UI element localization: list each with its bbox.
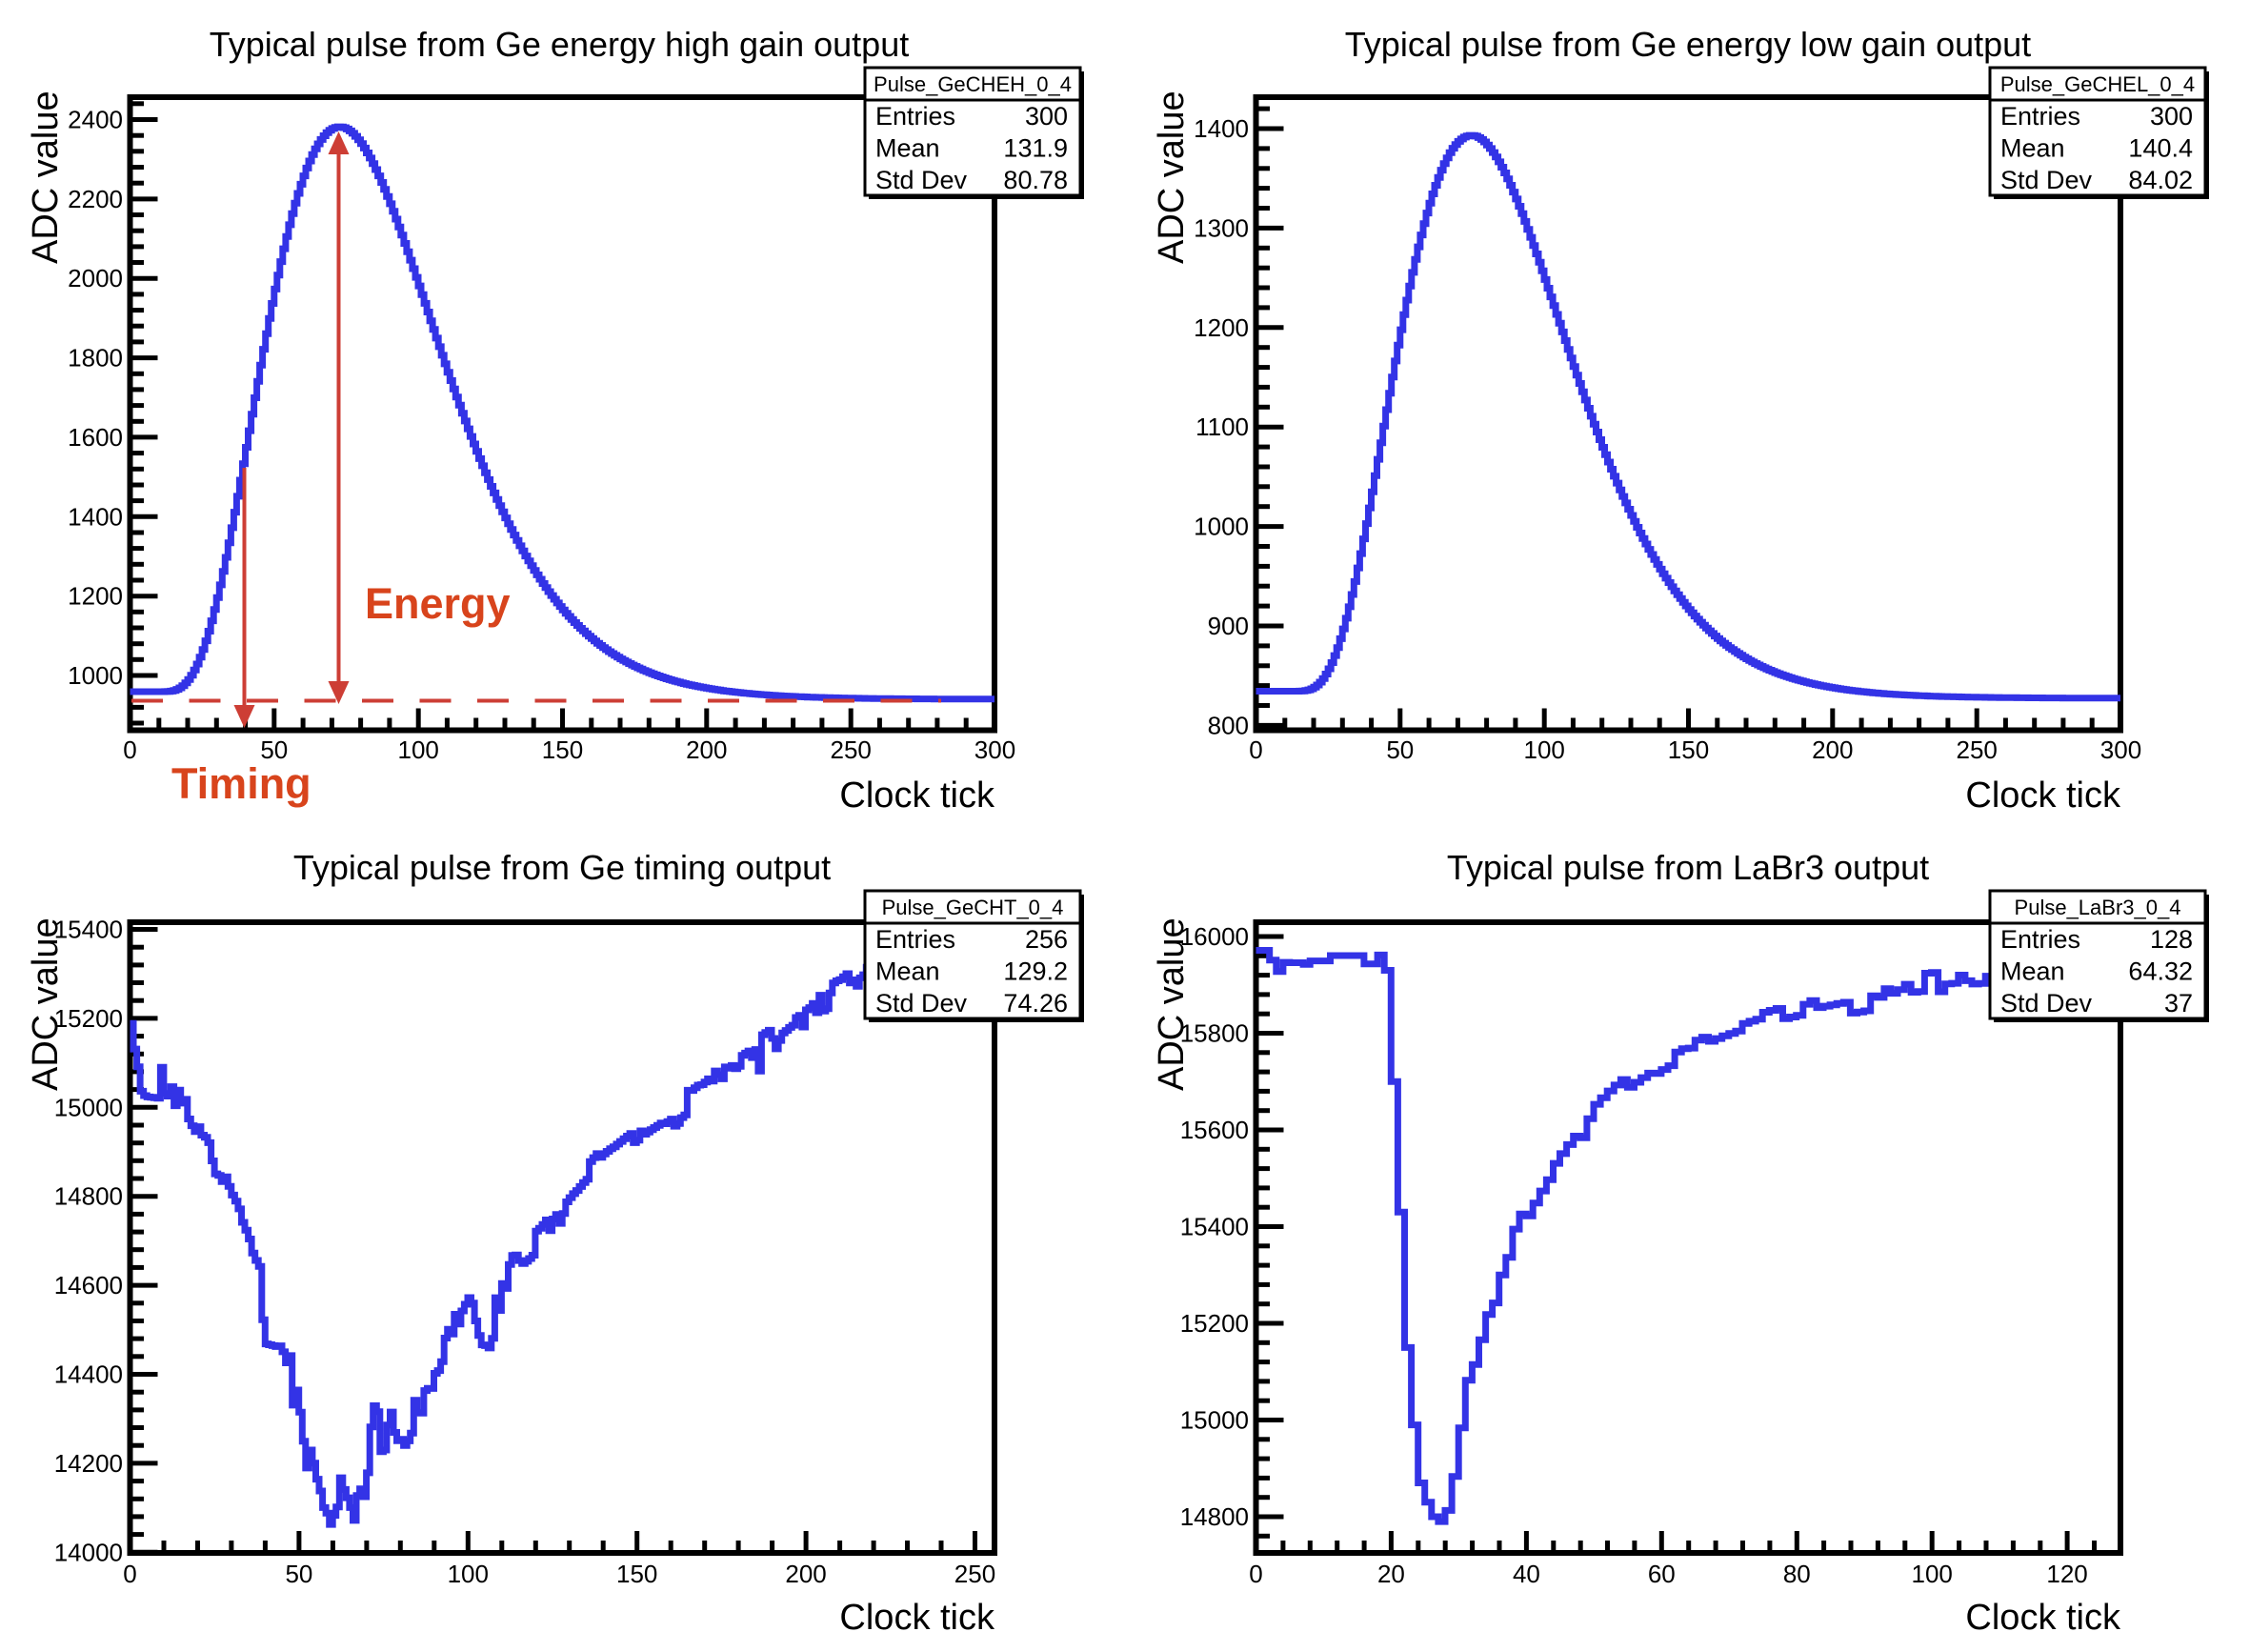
svg-text:300: 300	[974, 735, 1015, 764]
svg-text:0: 0	[1249, 1560, 1262, 1588]
svg-text:14200: 14200	[54, 1449, 123, 1478]
svg-text:131.9: 131.9	[1003, 134, 1068, 163]
svg-text:140.4: 140.4	[2128, 134, 2193, 163]
svg-text:15200: 15200	[54, 1004, 123, 1033]
svg-text:15800: 15800	[1180, 1019, 1249, 1048]
svg-text:Typical pulse from Ge timing o: Typical pulse from Ge timing output	[293, 848, 831, 887]
svg-text:60: 60	[1648, 1560, 1676, 1588]
svg-text:Entries: Entries	[875, 102, 955, 131]
svg-text:15200: 15200	[1180, 1309, 1249, 1338]
svg-text:ADC value: ADC value	[26, 91, 66, 264]
svg-text:Energy: Energy	[365, 579, 511, 628]
svg-text:128: 128	[2150, 925, 2193, 954]
svg-text:1200: 1200	[68, 582, 123, 611]
svg-text:2000: 2000	[68, 264, 123, 292]
svg-text:15000: 15000	[1180, 1406, 1249, 1435]
svg-text:15000: 15000	[54, 1093, 123, 1121]
svg-text:14000: 14000	[54, 1538, 123, 1566]
svg-text:Pulse_GeCHEH_0_4: Pulse_GeCHEH_0_4	[874, 72, 1072, 96]
svg-text:0: 0	[123, 1560, 136, 1588]
svg-text:100: 100	[1912, 1560, 1953, 1588]
svg-text:80: 80	[1783, 1560, 1811, 1588]
svg-text:Clock tick: Clock tick	[839, 1598, 995, 1638]
svg-text:300: 300	[2100, 735, 2141, 764]
svg-text:Timing: Timing	[171, 759, 311, 808]
svg-text:14800: 14800	[1180, 1502, 1249, 1531]
svg-text:0: 0	[1249, 735, 1262, 764]
svg-text:Std Dev: Std Dev	[875, 166, 968, 194]
svg-text:15400: 15400	[54, 916, 123, 944]
svg-text:Std Dev: Std Dev	[875, 989, 968, 1017]
svg-text:74.26: 74.26	[1003, 989, 1068, 1017]
svg-text:1200: 1200	[1194, 313, 1249, 342]
svg-text:2200: 2200	[68, 185, 123, 213]
svg-text:129.2: 129.2	[1003, 957, 1068, 986]
svg-text:84.02: 84.02	[2128, 166, 2193, 194]
svg-text:Clock tick: Clock tick	[1965, 776, 2121, 816]
svg-text:300: 300	[2150, 102, 2193, 131]
svg-text:ADC value: ADC value	[26, 917, 66, 1091]
svg-text:Pulse_LaBr3_0_4: Pulse_LaBr3_0_4	[2015, 896, 2181, 919]
svg-text:Clock tick: Clock tick	[839, 776, 995, 816]
svg-text:Mean: Mean	[2000, 134, 2065, 163]
svg-text:ADC value: ADC value	[1152, 91, 1192, 264]
svg-text:1400: 1400	[68, 502, 123, 531]
svg-text:1300: 1300	[1194, 213, 1249, 242]
svg-text:15400: 15400	[1180, 1213, 1249, 1241]
svg-text:100: 100	[448, 1560, 489, 1588]
svg-text:200: 200	[785, 1560, 826, 1588]
svg-text:1400: 1400	[1194, 114, 1249, 143]
svg-text:80.78: 80.78	[1003, 166, 1068, 194]
svg-text:200: 200	[1812, 735, 1853, 764]
svg-text:2400: 2400	[68, 106, 123, 134]
svg-text:1800: 1800	[68, 344, 123, 373]
svg-text:Entries: Entries	[2000, 102, 2080, 131]
svg-text:250: 250	[954, 1560, 995, 1588]
svg-text:1600: 1600	[68, 423, 123, 452]
svg-text:Entries: Entries	[875, 925, 955, 954]
svg-text:Pulse_GeCHT_0_4: Pulse_GeCHT_0_4	[882, 896, 1064, 919]
svg-text:Entries: Entries	[2000, 925, 2080, 954]
svg-text:Std Dev: Std Dev	[2000, 166, 2093, 194]
svg-text:150: 150	[542, 735, 583, 764]
svg-text:16000: 16000	[1180, 922, 1249, 951]
svg-text:900: 900	[1208, 612, 1249, 640]
svg-text:1000: 1000	[1194, 513, 1249, 541]
svg-text:250: 250	[1957, 735, 1998, 764]
svg-text:14600: 14600	[54, 1271, 123, 1299]
svg-text:40: 40	[1513, 1560, 1540, 1588]
svg-text:ADC value: ADC value	[1152, 917, 1192, 1091]
svg-text:Mean: Mean	[2000, 957, 2065, 986]
svg-text:100: 100	[1524, 735, 1565, 764]
svg-text:150: 150	[1668, 735, 1709, 764]
svg-text:14400: 14400	[54, 1360, 123, 1389]
svg-text:256: 256	[1025, 925, 1068, 954]
svg-text:1000: 1000	[68, 661, 123, 690]
svg-text:14800: 14800	[54, 1182, 123, 1211]
svg-text:50: 50	[285, 1560, 312, 1588]
svg-text:37: 37	[2164, 989, 2193, 1017]
svg-text:800: 800	[1208, 711, 1249, 739]
svg-text:50: 50	[260, 735, 288, 764]
svg-text:Pulse_GeCHEL_0_4: Pulse_GeCHEL_0_4	[2000, 72, 2195, 96]
svg-text:Typical pulse from LaBr3 outpu: Typical pulse from LaBr3 output	[1447, 848, 1929, 887]
svg-text:20: 20	[1377, 1560, 1405, 1588]
svg-text:Mean: Mean	[875, 957, 940, 986]
svg-text:Clock tick: Clock tick	[1965, 1598, 2121, 1638]
svg-text:120: 120	[2046, 1560, 2087, 1588]
svg-text:300: 300	[1025, 102, 1068, 131]
svg-text:50: 50	[1386, 735, 1414, 764]
svg-text:Mean: Mean	[875, 134, 940, 163]
svg-text:0: 0	[123, 735, 136, 764]
svg-text:200: 200	[686, 735, 727, 764]
svg-text:Std Dev: Std Dev	[2000, 989, 2093, 1017]
svg-text:150: 150	[616, 1560, 657, 1588]
svg-text:250: 250	[831, 735, 872, 764]
svg-text:Typical pulse from Ge energy h: Typical pulse from Ge energy high gain o…	[210, 25, 909, 64]
svg-text:100: 100	[398, 735, 439, 764]
svg-text:15600: 15600	[1180, 1116, 1249, 1144]
svg-text:64.32: 64.32	[2128, 957, 2193, 986]
svg-text:1100: 1100	[1195, 413, 1249, 441]
svg-text:Typical pulse from Ge energy l: Typical pulse from Ge energy low gain ou…	[1345, 25, 2031, 64]
